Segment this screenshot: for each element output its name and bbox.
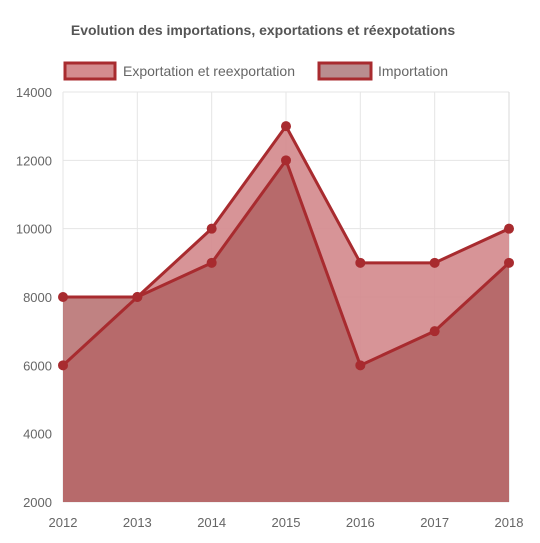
legend-export-label[interactable]: Exportation et reexportation [123, 63, 295, 79]
export-point[interactable] [207, 224, 217, 234]
y-tick-label: 4000 [23, 427, 52, 442]
legend-import-swatch[interactable] [319, 63, 371, 79]
import-point[interactable] [281, 155, 291, 165]
x-tick-label: 2015 [272, 515, 301, 530]
import-point[interactable] [504, 258, 514, 268]
export-point[interactable] [281, 121, 291, 131]
y-tick-label: 14000 [16, 85, 52, 100]
import-point[interactable] [355, 360, 365, 370]
export-point[interactable] [430, 258, 440, 268]
chart-title: Evolution des importations, exportations… [71, 22, 455, 38]
export-point[interactable] [58, 360, 68, 370]
import-point[interactable] [132, 292, 142, 302]
x-tick-label: 2018 [495, 515, 524, 530]
x-tick-label: 2017 [420, 515, 449, 530]
chart-areas [63, 126, 509, 502]
y-tick-label: 2000 [23, 495, 52, 510]
legend-export-swatch[interactable] [65, 63, 115, 79]
import-point[interactable] [58, 292, 68, 302]
x-tick-label: 2014 [197, 515, 226, 530]
import-point[interactable] [207, 258, 217, 268]
x-tick-label: 2016 [346, 515, 375, 530]
export-point[interactable] [355, 258, 365, 268]
y-tick-label: 6000 [23, 358, 52, 373]
export-point[interactable] [504, 224, 514, 234]
y-tick-label: 10000 [16, 222, 52, 237]
import-area [63, 160, 509, 502]
y-tick-label: 12000 [16, 153, 52, 168]
legend-import-label[interactable]: Importation [378, 63, 448, 79]
x-tick-label: 2013 [123, 515, 152, 530]
import-point[interactable] [430, 326, 440, 336]
y-tick-label: 8000 [23, 290, 52, 305]
x-tick-label: 2012 [49, 515, 78, 530]
